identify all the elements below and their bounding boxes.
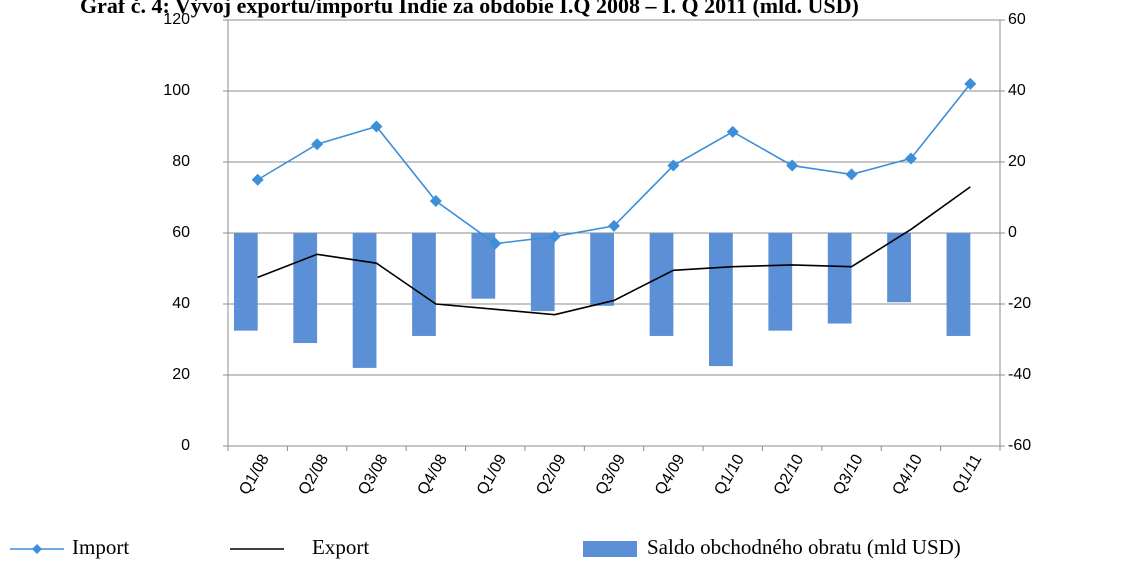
bar bbox=[233, 233, 258, 331]
y-tick-label: 80 bbox=[172, 153, 190, 170]
y2-tick-label: -40 bbox=[1008, 366, 1031, 383]
y2-tick-label: 40 bbox=[1008, 82, 1026, 99]
x-tick-label: Q4/08 bbox=[414, 452, 451, 498]
legend-swatch bbox=[583, 541, 637, 557]
line bbox=[257, 83, 971, 245]
marker bbox=[429, 195, 442, 208]
y-tick-label: 120 bbox=[163, 11, 190, 28]
legend-label: Import bbox=[72, 535, 129, 559]
legend-marker bbox=[32, 544, 42, 554]
y2-tick-label: 20 bbox=[1008, 153, 1026, 170]
bar bbox=[768, 233, 793, 331]
x-tick-label: Q3/09 bbox=[593, 452, 630, 498]
marker bbox=[370, 120, 383, 133]
marker bbox=[904, 152, 917, 165]
marker bbox=[548, 230, 561, 243]
marker bbox=[667, 159, 680, 172]
y-tick-label: 60 bbox=[172, 224, 190, 241]
y-tick-label: 40 bbox=[172, 295, 190, 312]
bar bbox=[471, 233, 496, 299]
x-tick-label: Q1/11 bbox=[949, 452, 985, 497]
x-tick-label: Q1/08 bbox=[236, 452, 273, 498]
y2-tick-label: -20 bbox=[1008, 295, 1031, 312]
y2-tick-label: 60 bbox=[1008, 11, 1026, 28]
bar bbox=[293, 233, 318, 344]
bar bbox=[946, 233, 971, 336]
x-tick-label: Q2/09 bbox=[533, 452, 570, 498]
y2-tick-label: 0 bbox=[1008, 224, 1017, 241]
legend-label: Export bbox=[312, 535, 369, 559]
y-tick-label: 100 bbox=[163, 82, 190, 99]
marker bbox=[251, 173, 264, 186]
y-tick-label: 20 bbox=[172, 366, 190, 383]
marker bbox=[786, 159, 799, 172]
marker bbox=[311, 138, 324, 151]
x-tick-label: Q2/10 bbox=[771, 452, 808, 498]
x-tick-label: Q4/10 bbox=[890, 452, 927, 498]
x-tick-label: Q1/10 bbox=[711, 452, 748, 498]
marker bbox=[964, 77, 977, 90]
bar bbox=[352, 233, 377, 368]
legend-label: Saldo obchodného obratu (mld USD) bbox=[647, 535, 961, 559]
bar bbox=[709, 233, 733, 367]
marker bbox=[726, 125, 739, 138]
x-tick-label: Q2/08 bbox=[296, 452, 333, 498]
line bbox=[257, 186, 971, 316]
bar bbox=[887, 233, 911, 303]
x-tick-label: Q4/09 bbox=[652, 452, 689, 498]
bar bbox=[412, 233, 436, 336]
marker bbox=[608, 219, 620, 232]
marker bbox=[489, 237, 502, 250]
y2-tick-label: -60 bbox=[1008, 437, 1031, 454]
bar bbox=[530, 233, 555, 312]
bar bbox=[649, 233, 674, 336]
x-tick-label: Q3/10 bbox=[830, 452, 867, 498]
x-tick-label: Q3/08 bbox=[355, 452, 392, 498]
chart-title: Graf č. 4: Vývoj exportu/importu Indie z… bbox=[80, 0, 859, 18]
bar bbox=[827, 233, 852, 324]
bar bbox=[590, 233, 614, 306]
marker bbox=[845, 168, 858, 181]
y-tick-label: 0 bbox=[181, 437, 190, 454]
x-tick-label: Q1/09 bbox=[474, 452, 511, 498]
